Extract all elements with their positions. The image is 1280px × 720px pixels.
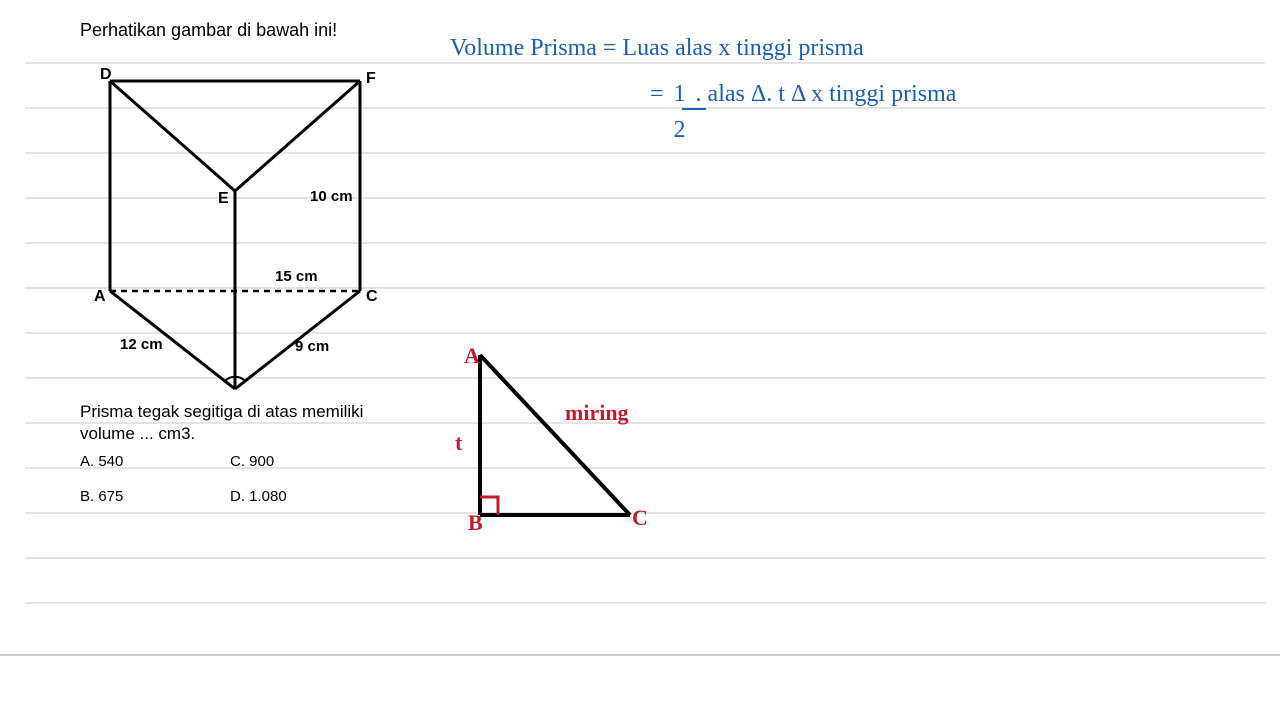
work-line-2-rest: . alas Δ. t Δ x tinggi prisma: [696, 81, 957, 107]
triangle-diagram: A B C t miring: [450, 345, 680, 550]
option-c[interactable]: C. 900: [230, 453, 380, 470]
option-d[interactable]: D. 1.080: [230, 488, 380, 505]
question-text: Prisma tegak segitiga di atas memiliki v…: [80, 401, 420, 445]
svg-text:D: D: [100, 66, 112, 83]
triangle-label-b: B: [468, 510, 483, 536]
svg-text:12 cm: 12 cm: [120, 336, 163, 353]
fraction-numerator: 1: [674, 81, 686, 107]
triangle-label-a: A: [464, 343, 480, 369]
svg-text:E: E: [218, 190, 229, 207]
equals-sign: =: [650, 81, 664, 107]
work-line-1: Volume Prisma = Luas alas x tinggi prism…: [450, 30, 1250, 66]
fraction-denominator: 2: [674, 117, 686, 143]
question-text-line1: Prisma tegak segitiga di atas memiliki: [80, 402, 363, 421]
svg-text:F: F: [366, 70, 376, 87]
svg-text:C: C: [366, 288, 378, 305]
option-b[interactable]: B. 675: [80, 488, 230, 505]
fraction-bar: [682, 108, 706, 110]
prism-diagram: D F E A C B 10 cm 15 cm 12 cm 9 cm: [80, 51, 390, 391]
question-panel: Perhatikan gambar di bawah ini! D F: [80, 20, 420, 505]
svg-text:15 cm: 15 cm: [275, 268, 318, 285]
answer-options: A. 540 C. 900 B. 675 D. 1.080: [80, 453, 420, 505]
triangle-label-c: C: [632, 505, 648, 531]
svg-text:10 cm: 10 cm: [310, 188, 353, 205]
svg-text:9 cm: 9 cm: [295, 338, 329, 355]
question-title: Perhatikan gambar di bawah ini!: [80, 20, 420, 41]
work-panel: Volume Prisma = Luas alas x tinggi prism…: [450, 30, 1250, 148]
triangle-label-t: t: [455, 430, 462, 456]
svg-text:A: A: [94, 288, 106, 305]
question-text-line2: volume ... cm3.: [80, 424, 195, 443]
option-a[interactable]: A. 540: [80, 453, 230, 470]
work-line-2: = 1 2 . alas Δ. t Δ x tinggi prisma: [650, 76, 1250, 148]
triangle-label-hyp: miring: [565, 400, 629, 426]
